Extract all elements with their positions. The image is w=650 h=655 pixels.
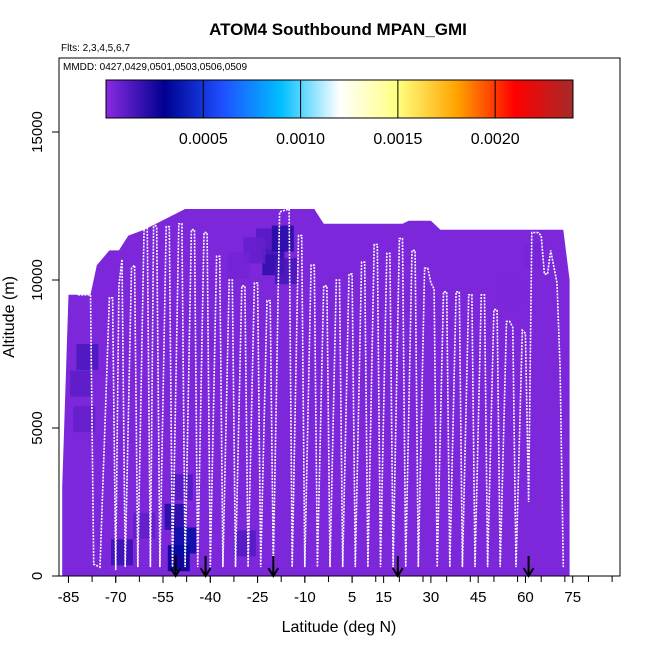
x-tick-label: -85: [58, 589, 80, 606]
chart-subtitle-flights: Flts: 2,3,4,5,6,7: [61, 43, 130, 54]
colorbar-tick-label: 0.0020: [471, 131, 520, 148]
chart-subtitle-dates: MMDD: 0427,0429,0501,0503,0506,0509: [63, 62, 247, 73]
x-tick-label: -40: [199, 589, 221, 606]
x-tick-label: 5: [348, 589, 356, 606]
y-axis-label: Altitude (m): [1, 276, 18, 358]
heatmap-cell: [111, 539, 133, 566]
y-tick-label: 0: [29, 572, 46, 580]
colorbar-tick-label: 0.0010: [276, 131, 325, 148]
x-tick-label: 15: [375, 589, 392, 606]
x-tick-label: -55: [152, 589, 174, 606]
heatmap-cell: [133, 512, 156, 539]
y-tick-label: 15000: [29, 111, 46, 153]
heatmap-cell: [498, 278, 521, 305]
flight-track: [77, 207, 565, 571]
heatmap-cell: [227, 252, 250, 279]
x-tick-label: -10: [294, 589, 316, 606]
y-axis: 0 5000 10000 15000: [29, 111, 59, 580]
heatmap-cell: [274, 258, 297, 285]
colorbar-tick-label: 0.0015: [373, 131, 422, 148]
y-tick-label: 10000: [29, 259, 46, 301]
colorbar-gradient: [105, 79, 574, 119]
x-axis-label: Latitude (deg N): [282, 619, 397, 636]
x-axis: -85 -70 -55 -40 -25 -10 5 15 30 45 60 75: [58, 576, 613, 606]
plot-frame: [58, 57, 621, 577]
heatmap-cell: [73, 406, 96, 433]
x-tick-label: 30: [423, 589, 440, 606]
y-tick-label: 5000: [29, 411, 46, 444]
heatmap-cell: [271, 225, 294, 252]
x-tick-label: -25: [247, 589, 269, 606]
heatmap-cell: [233, 530, 256, 557]
heatmap-cell: [170, 474, 193, 501]
flight-track-line: [77, 207, 565, 571]
x-tick-label: 75: [564, 589, 581, 606]
heatmap-cell: [76, 344, 99, 370]
x-tick-label: -70: [105, 589, 127, 606]
chart-title: ATOM4 Southbound MPAN_GMI: [209, 20, 467, 39]
x-tick-label: 60: [517, 589, 534, 606]
heatmap-cell: [523, 243, 546, 270]
heatmap-cell: [70, 370, 93, 397]
colorbar: 0.0005 0.0010 0.0015 0.0020: [105, 79, 574, 148]
colorbar-tick-label: 0.0005: [179, 131, 228, 148]
x-tick-label: 45: [470, 589, 487, 606]
heatmap-cell: [164, 503, 187, 530]
